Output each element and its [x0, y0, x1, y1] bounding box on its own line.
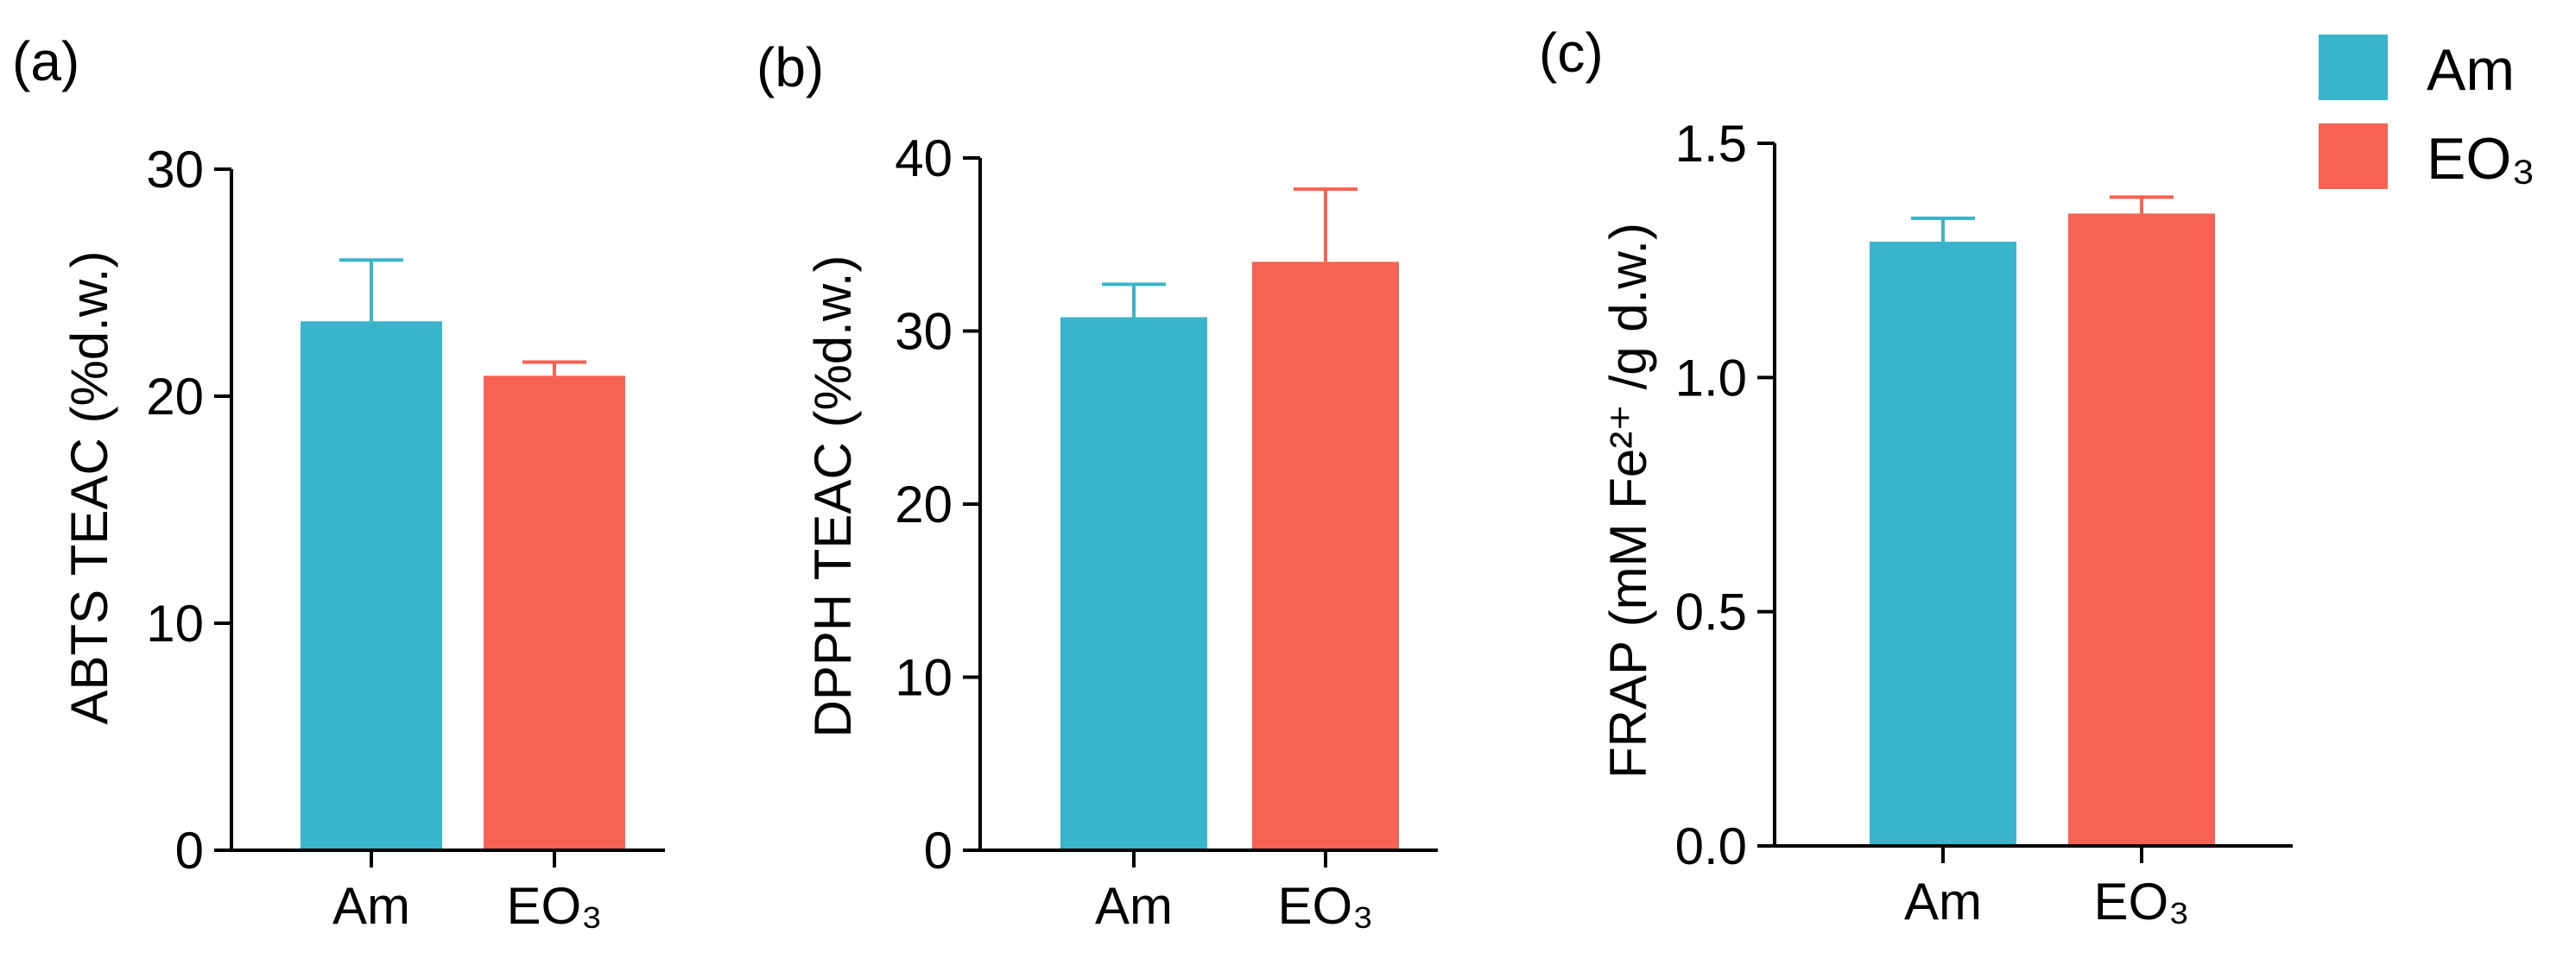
- panel-label: (b): [756, 36, 824, 98]
- y-tick-label: 0.5: [1675, 584, 1747, 641]
- y-tick-label: 20: [895, 476, 953, 533]
- bar: [1060, 317, 1207, 851]
- y-tick-label: 40: [895, 129, 953, 187]
- legend: Am EO₃: [2319, 35, 2535, 192]
- y-axis-title: ABTS TEAC (%d.w.): [60, 250, 118, 724]
- x-tick-label: Am: [332, 877, 410, 935]
- bar: [2068, 213, 2215, 846]
- y-tick-label: 20: [146, 368, 204, 426]
- y-tick-label: 0.0: [1675, 817, 1747, 875]
- x-tick-label: EO₃: [1277, 877, 1373, 935]
- panel-c: (c) FRAP (mM Fe²⁺ /g d.w.) Am EO₃ 0.0 0.5 1.…: [1539, 22, 2293, 931]
- bar: [301, 321, 442, 851]
- bar: [484, 375, 625, 851]
- y-tick-label: 0: [924, 822, 953, 880]
- y-tick-label: 0: [175, 822, 204, 880]
- x-tick-label: EO₃: [506, 877, 602, 935]
- y-tick-label: 30: [895, 303, 953, 361]
- y-axis-title: FRAP (mM Fe²⁺ /g d.w.): [1599, 223, 1657, 779]
- legend-swatch-eo3: [2319, 123, 2388, 189]
- panel-label: (c): [1539, 22, 1604, 84]
- x-tick-label: Am: [1904, 873, 1982, 931]
- y-tick-label: 1.5: [1675, 115, 1747, 173]
- bar: [1252, 262, 1399, 850]
- legend-label-eo3: EO₃: [2427, 126, 2535, 192]
- y-tick-label: 1.0: [1675, 349, 1747, 407]
- panel-b: (b) DPPH TEAC (%d.w.) Am EO₃ 0 10 20 30 40: [756, 36, 1438, 935]
- y-tick-label: 10: [146, 595, 204, 653]
- y-tick-label: 30: [146, 141, 204, 199]
- x-tick-label: Am: [1095, 877, 1173, 935]
- y-tick-label: 10: [895, 649, 953, 707]
- legend-swatch-am: [2319, 35, 2388, 100]
- x-tick-label: EO₃: [2093, 873, 2189, 931]
- bar: [1870, 241, 2016, 847]
- panel-label: (a): [12, 30, 79, 92]
- y-axis-title: DPPH TEAC (%d.w.): [804, 255, 862, 737]
- legend-label-am: Am: [2427, 37, 2515, 103]
- panel-a: (a) ABTS TEAC (%d.w.) Am EO₃ 0 10 20 30: [12, 30, 665, 935]
